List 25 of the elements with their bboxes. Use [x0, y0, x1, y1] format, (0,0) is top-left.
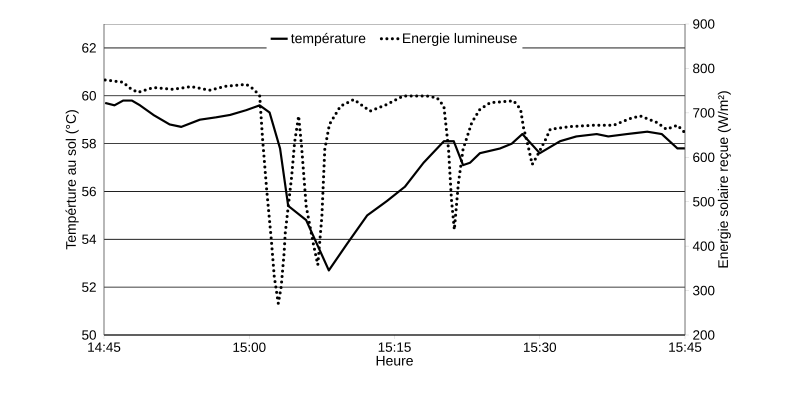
- y2-tick-label: 600: [693, 152, 714, 162]
- x-tick-label: 15:15: [378, 342, 411, 352]
- y-axis-title: Tempérture au sol (°C): [66, 110, 79, 250]
- y-tick-label: 62: [82, 43, 96, 53]
- x-tick-label: 14:45: [88, 342, 120, 352]
- y-tick-label: 52: [82, 282, 96, 292]
- y2-tick-label: 400: [692, 241, 714, 251]
- y2-tick-label: 800: [693, 64, 714, 74]
- x-tick-label: 15:45: [669, 342, 702, 352]
- y2-tick-label: 300: [693, 286, 714, 296]
- y2-tick-label: 500: [693, 196, 714, 206]
- y-tick-label: 58: [82, 138, 96, 148]
- x-tick-label: 15:00: [233, 342, 266, 352]
- y-tick-label: 50: [82, 330, 96, 340]
- legend-label: température: [290, 32, 366, 46]
- x-tick-label: 15:30: [524, 342, 556, 352]
- x-axis-title: Heure: [376, 356, 413, 366]
- y2-axis-title: Energie solaire reçue (W/m²): [718, 91, 731, 268]
- y-tick-label: 54: [82, 234, 96, 244]
- legend-label: Energie lumineuse: [403, 32, 517, 46]
- y2-tick-label: 700: [693, 108, 714, 118]
- y2-tick-label: 200: [693, 330, 714, 340]
- y-tick-label: 60: [82, 91, 96, 101]
- y-tick-label: 56: [82, 186, 96, 196]
- y2-tick-label: 900: [693, 19, 714, 29]
